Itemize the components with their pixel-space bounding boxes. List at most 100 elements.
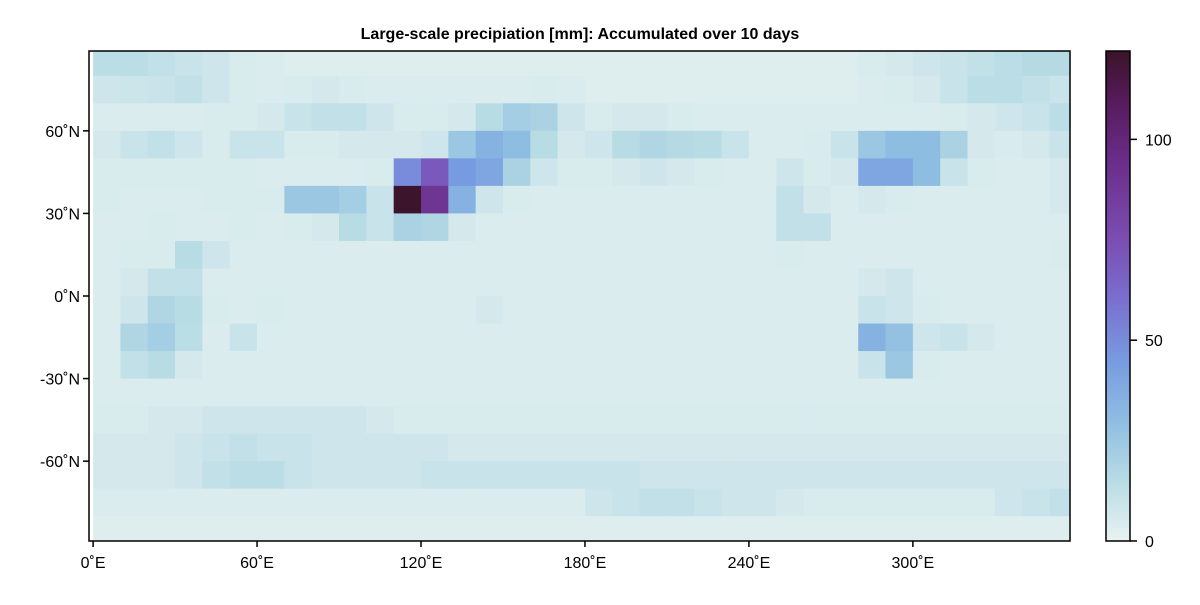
heatmap-cell [257, 461, 285, 490]
heatmap-cell [885, 103, 914, 132]
heatmap-cell [448, 323, 477, 352]
heatmap-cell [147, 130, 176, 159]
heatmap-cell [202, 213, 231, 242]
heatmap-cell [666, 296, 695, 325]
heatmap-cell [475, 461, 504, 490]
heatmap-cell [612, 185, 641, 214]
heatmap-cell [557, 185, 586, 214]
heatmap-cell [858, 103, 887, 132]
heatmap-cell [666, 323, 695, 352]
heatmap-cell [639, 158, 668, 187]
heatmap-cell [721, 185, 750, 214]
heatmap-cell [339, 130, 367, 159]
heatmap-cell [175, 213, 203, 242]
heatmap-cell [475, 75, 504, 104]
heatmap-cell [858, 240, 887, 269]
heatmap-cell [858, 158, 887, 187]
heatmap-cell [584, 406, 613, 435]
heatmap-cell [475, 433, 504, 462]
heatmap-cell [940, 240, 969, 269]
heatmap-cell [202, 130, 231, 159]
chart-title: Large-scale precipiation [mm]: Accumulat… [361, 26, 800, 43]
heatmap-cell [1022, 323, 1051, 352]
heatmap-cell [666, 461, 695, 490]
heatmap-cell [748, 240, 777, 269]
heatmap-cell [967, 488, 996, 517]
heatmap-cell [858, 75, 887, 104]
heatmap-cell [339, 240, 367, 269]
heatmap-cell [885, 461, 914, 490]
heatmap-cell [284, 158, 313, 187]
heatmap-cell [994, 461, 1023, 490]
heatmap-cell [557, 103, 586, 132]
heatmap-cell [666, 488, 695, 517]
heatmap-cell [694, 296, 723, 325]
heatmap-cell [639, 75, 668, 104]
heatmap-cell [530, 488, 559, 517]
heatmap-cell [776, 213, 805, 242]
heatmap-cell [147, 103, 176, 132]
heatmap-cell [229, 240, 258, 269]
heatmap-cell [202, 406, 231, 435]
heatmap-cell [912, 378, 941, 407]
heatmap-cell [748, 51, 777, 77]
heatmap-cell [147, 406, 176, 435]
heatmap-cell [885, 323, 914, 352]
heatmap-cell [475, 268, 504, 297]
heatmap-cell [284, 240, 313, 269]
heatmap-cell [721, 240, 750, 269]
heatmap-cell [639, 185, 668, 214]
heatmap-cell [694, 51, 723, 77]
heatmap-cell [147, 185, 176, 214]
heatmap-cell [229, 75, 258, 104]
heatmap-cell [830, 268, 859, 297]
heatmap-cell [502, 406, 531, 435]
heatmap-cell [803, 103, 832, 132]
heatmap-cell [830, 75, 859, 104]
heatmap-cell [311, 213, 340, 242]
heatmap-cell [1022, 351, 1051, 380]
heatmap-cell [694, 406, 723, 435]
heatmap-cell [830, 461, 859, 490]
heatmap-cell [339, 461, 367, 490]
heatmap-cell [912, 213, 941, 242]
heatmap-cell [830, 406, 859, 435]
heatmap-cell [175, 433, 203, 462]
heatmap-cell [202, 240, 231, 269]
heatmap-cell [858, 185, 887, 214]
heatmap-cell [967, 433, 996, 462]
heatmap-cell [120, 461, 149, 490]
heatmap-cell [530, 103, 559, 132]
heatmap-cell [257, 378, 285, 407]
heatmap-cell [666, 351, 695, 380]
heatmap-cell [721, 213, 750, 242]
heatmap-cell [967, 296, 996, 325]
heatmap-cell [502, 461, 531, 490]
heatmap-cell [393, 51, 422, 77]
heatmap-cell [612, 213, 641, 242]
heatmap-cell [803, 516, 832, 541]
heatmap-cell [721, 378, 750, 407]
heatmap-cell [448, 378, 477, 407]
heatmap-cell [175, 516, 203, 541]
heatmap-cell [803, 158, 832, 187]
heatmap-cell [284, 268, 313, 297]
heatmap-cell [1049, 351, 1070, 380]
heatmap-cell [120, 378, 149, 407]
heatmap-cell [666, 185, 695, 214]
heatmap-cell [584, 323, 613, 352]
heatmap-cell [1049, 461, 1070, 490]
heatmap-cell [421, 296, 449, 325]
heatmap-cell [311, 378, 340, 407]
heatmap-cell [339, 351, 367, 380]
heatmap-cell [93, 75, 121, 104]
heatmap-cell [967, 213, 996, 242]
heatmap-cell [339, 323, 367, 352]
heatmap-cell [421, 378, 449, 407]
heatmap-cell [912, 488, 941, 517]
heatmap-cell [803, 378, 832, 407]
heatmap-cell [721, 516, 750, 541]
heatmap-cell [229, 130, 258, 159]
heatmap-cell [885, 433, 914, 462]
y-tick-label: 0˚N [54, 289, 80, 306]
